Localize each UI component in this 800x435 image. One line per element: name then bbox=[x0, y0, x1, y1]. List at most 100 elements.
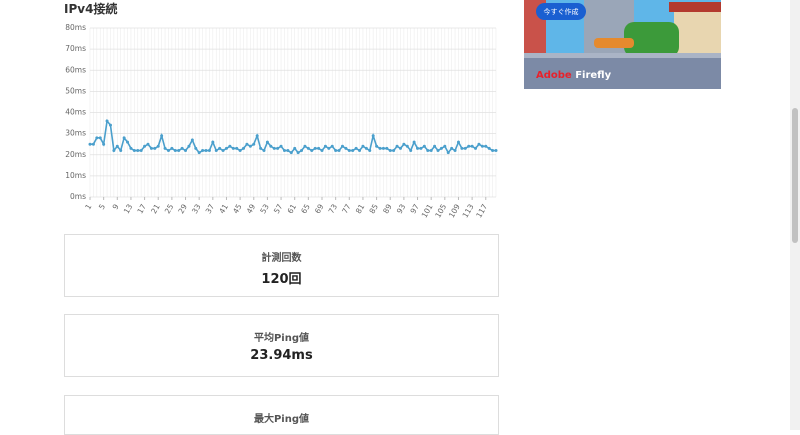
data-point bbox=[436, 149, 440, 153]
data-point bbox=[146, 142, 150, 146]
data-point bbox=[248, 144, 252, 148]
stat-card: 計測回数 120回 bbox=[64, 234, 499, 297]
data-point bbox=[102, 142, 106, 146]
data-point bbox=[207, 149, 211, 153]
data-point bbox=[129, 146, 133, 150]
data-point bbox=[252, 142, 256, 146]
x-tick-label: 5 bbox=[97, 202, 107, 211]
data-point bbox=[340, 144, 344, 148]
data-point bbox=[364, 146, 368, 150]
x-tick-label: 101 bbox=[420, 202, 435, 219]
data-point bbox=[259, 146, 263, 150]
data-point bbox=[491, 149, 495, 153]
x-tick-label: 85 bbox=[367, 202, 380, 215]
data-point bbox=[337, 149, 341, 153]
data-point bbox=[265, 140, 269, 144]
data-point bbox=[166, 149, 170, 153]
data-point bbox=[190, 138, 194, 142]
data-point bbox=[160, 134, 164, 138]
data-point bbox=[412, 140, 416, 144]
data-point bbox=[132, 149, 136, 153]
data-point bbox=[296, 151, 300, 155]
x-tick-label: 77 bbox=[340, 202, 353, 215]
y-tick-label: 10ms bbox=[65, 171, 86, 180]
data-point bbox=[351, 149, 355, 153]
data-point bbox=[463, 146, 467, 150]
data-point bbox=[187, 144, 191, 148]
ad-brand: Adobe Firefly bbox=[536, 70, 612, 81]
x-tick-label: 113 bbox=[461, 202, 476, 219]
data-point bbox=[405, 144, 409, 148]
data-point bbox=[98, 136, 102, 140]
data-point bbox=[119, 149, 123, 153]
data-point bbox=[282, 149, 286, 153]
ad-banner[interactable]: 今すぐ作成 Adobe Firefly bbox=[524, 0, 721, 89]
x-tick-label: 13 bbox=[122, 202, 135, 215]
data-point bbox=[460, 146, 464, 150]
x-tick-label: 49 bbox=[245, 202, 258, 215]
data-point bbox=[323, 144, 327, 148]
data-point bbox=[201, 149, 205, 153]
data-point bbox=[272, 146, 276, 150]
data-point bbox=[467, 144, 471, 148]
data-point bbox=[293, 146, 297, 150]
x-tick-label: 89 bbox=[381, 202, 394, 215]
data-point bbox=[310, 149, 314, 153]
data-point bbox=[279, 144, 283, 148]
y-tick-label: 50ms bbox=[65, 86, 86, 95]
stat-card: 最大Ping値 bbox=[64, 395, 499, 435]
scrollbar[interactable] bbox=[790, 0, 800, 430]
data-point bbox=[177, 149, 181, 153]
x-tick-label: 73 bbox=[327, 202, 340, 215]
data-point bbox=[375, 144, 379, 148]
data-point bbox=[330, 144, 334, 148]
data-point bbox=[184, 149, 188, 153]
data-point bbox=[194, 146, 198, 150]
data-point bbox=[439, 146, 443, 150]
data-point bbox=[456, 140, 460, 144]
data-point bbox=[262, 149, 266, 153]
data-point bbox=[235, 146, 239, 150]
data-point bbox=[300, 149, 304, 153]
ad-product: Firefly bbox=[575, 70, 611, 81]
data-point bbox=[211, 140, 215, 144]
data-point bbox=[395, 144, 399, 148]
y-tick-label: 30ms bbox=[65, 129, 86, 138]
data-point bbox=[180, 146, 184, 150]
ad-brand-name: Adobe bbox=[536, 70, 572, 81]
data-point bbox=[320, 149, 324, 153]
data-point bbox=[419, 146, 423, 150]
scroll-thumb[interactable] bbox=[792, 108, 798, 243]
data-point bbox=[108, 123, 112, 127]
data-point bbox=[327, 146, 331, 150]
data-point bbox=[443, 144, 447, 148]
data-point bbox=[136, 149, 140, 153]
data-point bbox=[426, 149, 430, 153]
data-point bbox=[242, 146, 246, 150]
data-point bbox=[126, 140, 130, 144]
data-point bbox=[494, 149, 498, 153]
stat-label: 計測回数 bbox=[261, 253, 302, 264]
data-point bbox=[197, 151, 201, 155]
data-point bbox=[433, 144, 437, 148]
x-tick-label: 29 bbox=[176, 202, 189, 215]
data-point bbox=[156, 144, 160, 148]
ad-button[interactable] bbox=[536, 3, 586, 20]
data-point bbox=[306, 146, 310, 150]
x-tick-label: 97 bbox=[408, 202, 421, 215]
data-point bbox=[453, 149, 457, 153]
data-point bbox=[344, 146, 348, 150]
x-tick-label: 57 bbox=[272, 202, 285, 215]
data-point bbox=[139, 149, 143, 153]
data-point bbox=[429, 149, 433, 153]
x-tick-label: 25 bbox=[163, 202, 176, 215]
y-tick-label: 40ms bbox=[65, 108, 86, 117]
data-point bbox=[409, 149, 413, 153]
data-point bbox=[388, 149, 392, 153]
x-tick-label: 61 bbox=[286, 202, 299, 215]
data-point bbox=[470, 144, 474, 148]
x-tick-label: 37 bbox=[204, 202, 217, 215]
data-point bbox=[398, 146, 402, 150]
data-point bbox=[228, 144, 232, 148]
data-point bbox=[402, 142, 406, 146]
